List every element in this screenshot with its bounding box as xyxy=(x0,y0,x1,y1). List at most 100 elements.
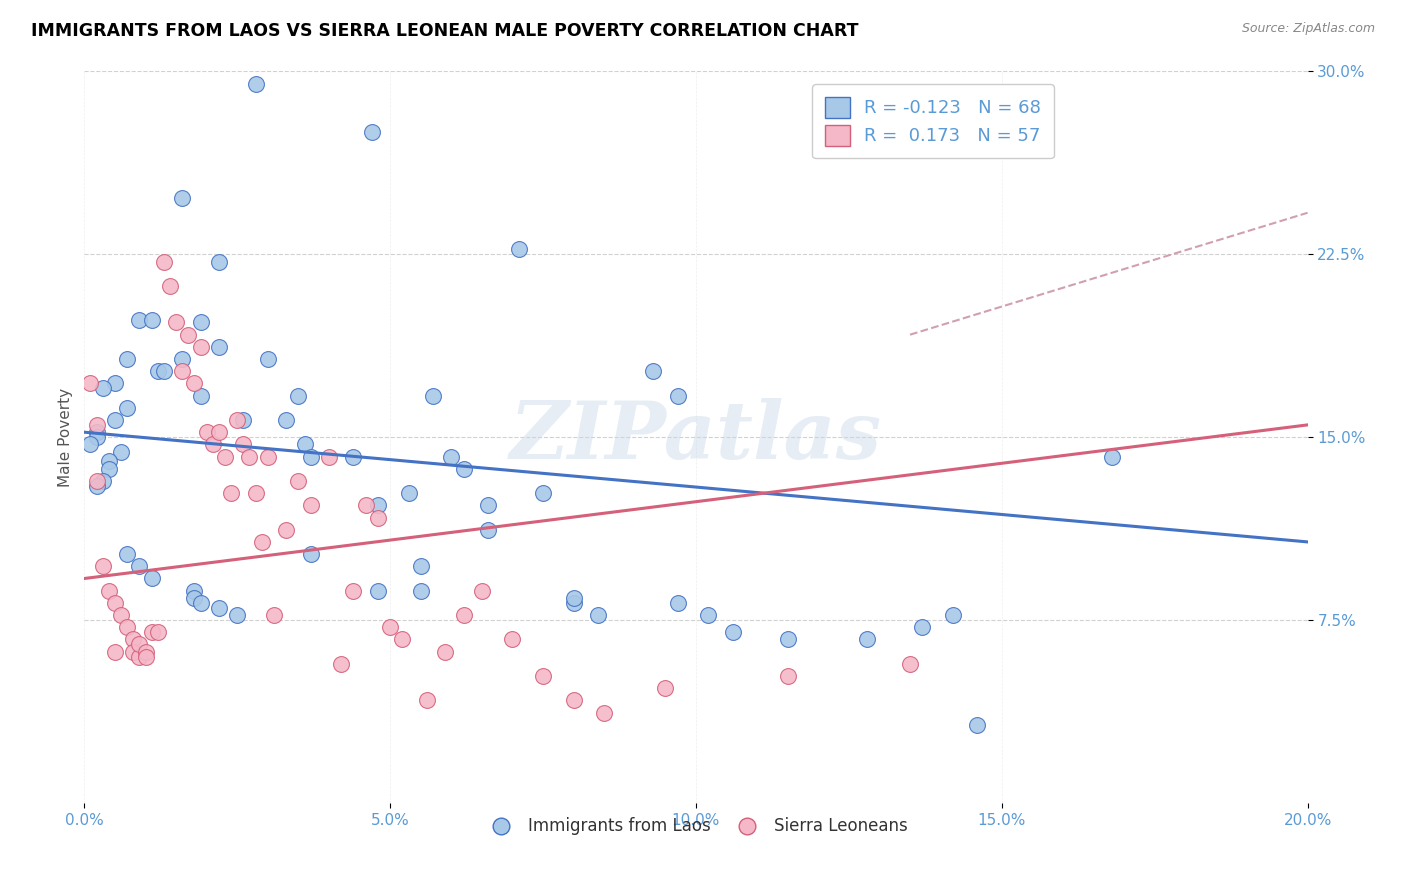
Point xyxy=(643,364,665,378)
Point xyxy=(91,381,114,395)
Point xyxy=(190,340,212,354)
Point xyxy=(97,462,120,476)
Point xyxy=(214,450,236,464)
Point xyxy=(115,547,138,561)
Point xyxy=(190,389,212,403)
Text: IMMIGRANTS FROM LAOS VS SIERRA LEONEAN MALE POVERTY CORRELATION CHART: IMMIGRANTS FROM LAOS VS SIERRA LEONEAN M… xyxy=(31,22,859,40)
Point xyxy=(380,620,402,634)
Point xyxy=(299,547,322,561)
Point xyxy=(508,243,530,257)
Point xyxy=(440,450,463,464)
Point xyxy=(276,523,298,537)
Point xyxy=(721,625,744,640)
Point xyxy=(776,632,799,647)
Point xyxy=(97,583,120,598)
Point xyxy=(354,499,377,513)
Point xyxy=(190,316,212,330)
Point xyxy=(531,486,554,500)
Point xyxy=(299,499,322,513)
Point xyxy=(245,486,267,500)
Point xyxy=(128,649,150,664)
Point xyxy=(115,620,138,634)
Point xyxy=(172,352,194,367)
Point xyxy=(299,450,322,464)
Point xyxy=(79,437,101,451)
Point xyxy=(360,125,382,139)
Point xyxy=(208,425,231,440)
Point xyxy=(110,444,132,458)
Point xyxy=(586,608,609,623)
Point xyxy=(86,417,108,432)
Point xyxy=(245,77,267,91)
Point xyxy=(141,572,163,586)
Point xyxy=(86,425,108,440)
Text: ZIPatlas: ZIPatlas xyxy=(510,399,882,475)
Point xyxy=(856,632,879,647)
Point xyxy=(776,669,799,683)
Point xyxy=(911,620,934,634)
Point xyxy=(128,637,150,651)
Point xyxy=(208,600,231,615)
Point xyxy=(367,510,389,524)
Point xyxy=(342,450,364,464)
Point xyxy=(238,450,260,464)
Point xyxy=(177,327,200,342)
Point xyxy=(898,657,921,671)
Point xyxy=(416,693,439,707)
Point xyxy=(453,608,475,623)
Point xyxy=(115,401,138,415)
Point xyxy=(97,454,120,468)
Point xyxy=(104,413,127,427)
Point xyxy=(294,437,316,451)
Point xyxy=(697,608,720,623)
Point xyxy=(562,693,585,707)
Y-axis label: Male Poverty: Male Poverty xyxy=(58,387,73,487)
Point xyxy=(276,413,298,427)
Point xyxy=(91,559,114,574)
Point xyxy=(122,632,145,647)
Point xyxy=(183,591,205,605)
Point xyxy=(146,364,169,378)
Point xyxy=(263,608,285,623)
Point xyxy=(409,559,432,574)
Point xyxy=(342,583,364,598)
Point xyxy=(257,352,280,367)
Point xyxy=(477,523,499,537)
Text: Source: ZipAtlas.com: Source: ZipAtlas.com xyxy=(1241,22,1375,36)
Point xyxy=(172,364,194,378)
Point xyxy=(91,474,114,488)
Point xyxy=(165,316,187,330)
Point xyxy=(453,462,475,476)
Point xyxy=(502,632,524,647)
Point xyxy=(128,313,150,327)
Point xyxy=(232,437,254,451)
Point xyxy=(367,499,389,513)
Point xyxy=(226,413,249,427)
Point xyxy=(966,718,988,732)
Point xyxy=(208,340,231,354)
Point xyxy=(226,608,249,623)
Point xyxy=(330,657,353,671)
Point xyxy=(201,437,224,451)
Point xyxy=(135,645,157,659)
Point xyxy=(159,279,181,293)
Point xyxy=(172,191,194,205)
Point xyxy=(110,608,132,623)
Point xyxy=(471,583,494,598)
Point xyxy=(434,645,457,659)
Point xyxy=(942,608,965,623)
Point xyxy=(128,559,150,574)
Point xyxy=(86,430,108,444)
Point xyxy=(531,669,554,683)
Point xyxy=(104,596,127,610)
Point xyxy=(153,254,176,268)
Point xyxy=(146,625,169,640)
Point xyxy=(122,645,145,659)
Point xyxy=(257,450,280,464)
Point xyxy=(666,596,689,610)
Point xyxy=(367,583,389,598)
Point xyxy=(666,389,689,403)
Point xyxy=(104,376,127,391)
Point xyxy=(195,425,218,440)
Point xyxy=(104,645,127,659)
